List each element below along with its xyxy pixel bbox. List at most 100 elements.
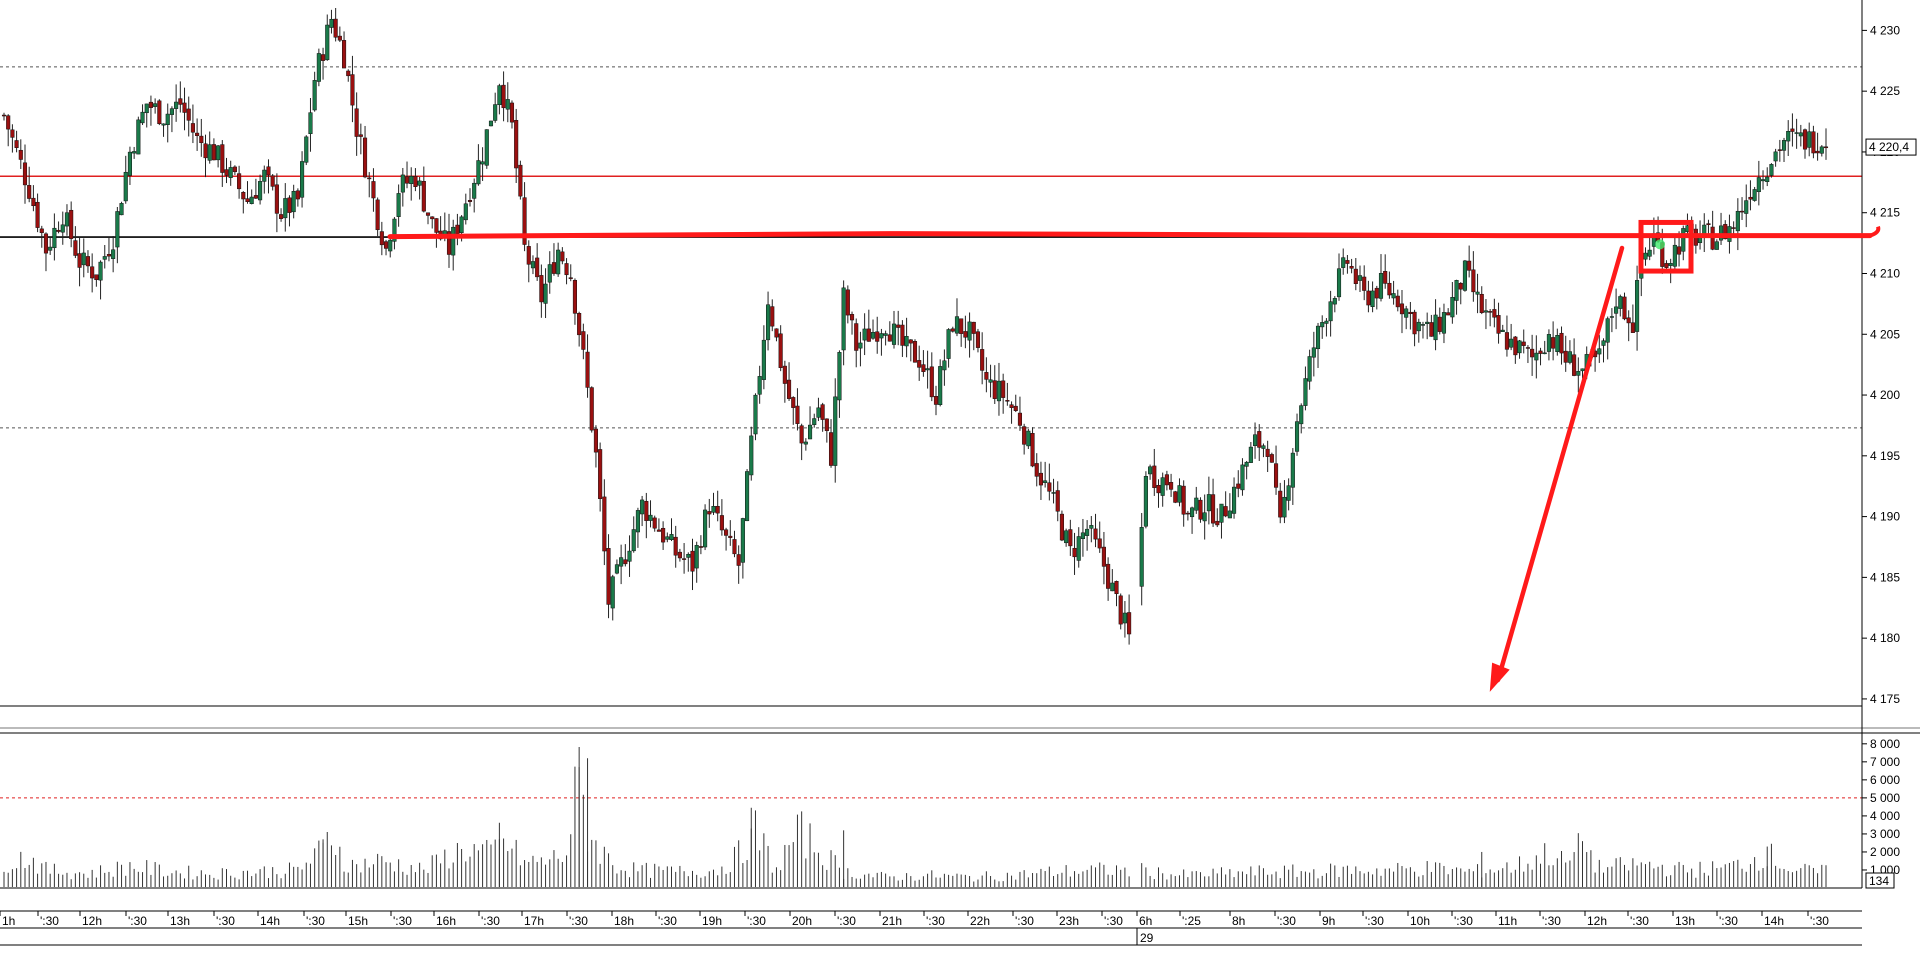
candle[interactable] — [1525, 345, 1530, 364]
candle[interactable] — [111, 235, 116, 273]
candle[interactable] — [803, 438, 808, 451]
candle[interactable] — [807, 406, 813, 440]
candle[interactable] — [1626, 310, 1631, 342]
candle[interactable] — [1370, 281, 1375, 313]
candle[interactable] — [1047, 463, 1052, 501]
candle[interactable] — [1546, 329, 1551, 361]
candle[interactable] — [535, 243, 540, 281]
candle[interactable] — [1089, 516, 1094, 543]
candle[interactable] — [879, 328, 884, 356]
candle[interactable] — [1303, 366, 1308, 411]
candle[interactable] — [245, 181, 250, 204]
candle[interactable] — [31, 185, 36, 212]
candle[interactable] — [123, 155, 128, 204]
candle[interactable] — [1748, 180, 1753, 211]
candle[interactable] — [1160, 472, 1165, 507]
candle[interactable] — [1248, 441, 1253, 464]
candle[interactable] — [48, 237, 53, 255]
candle[interactable] — [551, 243, 557, 276]
candle[interactable] — [446, 213, 452, 268]
candle[interactable] — [908, 339, 913, 362]
candle[interactable] — [94, 274, 99, 287]
candle[interactable] — [904, 317, 909, 358]
candle[interactable] — [413, 168, 418, 192]
candle[interactable] — [1122, 601, 1127, 638]
candle[interactable] — [1530, 334, 1535, 376]
candle[interactable] — [81, 238, 86, 278]
candle[interactable] — [711, 492, 716, 515]
candle[interactable] — [841, 280, 846, 366]
candle[interactable] — [589, 386, 594, 433]
candle[interactable] — [984, 357, 989, 393]
candle[interactable] — [1097, 521, 1102, 553]
candle[interactable] — [497, 83, 502, 115]
candle[interactable] — [279, 208, 284, 222]
candle[interactable] — [887, 321, 892, 342]
candle[interactable] — [858, 331, 863, 367]
candle[interactable] — [165, 103, 170, 143]
candle[interactable] — [917, 345, 922, 381]
candle[interactable] — [316, 48, 321, 87]
candle[interactable] — [556, 242, 561, 277]
candle[interactable] — [619, 544, 624, 585]
candle[interactable] — [60, 211, 65, 245]
candle[interactable] — [6, 114, 11, 147]
candle[interactable] — [1496, 302, 1501, 344]
candle[interactable] — [1752, 186, 1757, 202]
candle[interactable] — [354, 92, 359, 156]
candle[interactable] — [232, 165, 237, 175]
candle[interactable] — [1038, 461, 1043, 500]
candle[interactable] — [1017, 396, 1023, 431]
candle[interactable] — [325, 14, 330, 61]
candle[interactable] — [1420, 321, 1426, 339]
candle[interactable] — [1395, 289, 1400, 312]
candle[interactable] — [661, 521, 666, 550]
candle[interactable] — [501, 71, 506, 122]
candle[interactable] — [686, 552, 691, 572]
candle[interactable] — [1605, 316, 1610, 360]
candle[interactable] — [1068, 519, 1073, 556]
candle[interactable] — [1521, 329, 1526, 354]
candle[interactable] — [430, 216, 435, 229]
candle[interactable] — [1232, 477, 1237, 519]
candle[interactable] — [891, 310, 897, 349]
candle[interactable] — [564, 258, 569, 285]
candle[interactable] — [333, 7, 338, 42]
candle[interactable] — [241, 191, 246, 214]
candle[interactable] — [1714, 239, 1719, 250]
candle[interactable] — [677, 548, 682, 562]
candle[interactable] — [421, 166, 426, 213]
candle[interactable] — [476, 144, 481, 186]
candle[interactable] — [1240, 458, 1245, 496]
candle[interactable] — [1756, 160, 1761, 206]
candle[interactable] — [270, 173, 275, 191]
candle[interactable] — [1513, 336, 1518, 364]
candle[interactable] — [1635, 265, 1640, 351]
candle[interactable] — [728, 520, 733, 546]
candle[interactable] — [77, 236, 82, 287]
candle[interactable] — [631, 516, 636, 553]
candle[interactable] — [665, 532, 670, 543]
candle[interactable] — [749, 426, 754, 481]
candle[interactable] — [828, 419, 834, 468]
candle[interactable] — [1085, 520, 1090, 551]
candle[interactable] — [816, 397, 821, 422]
candle[interactable] — [740, 517, 745, 579]
candle[interactable] — [1244, 460, 1249, 480]
candle[interactable] — [568, 264, 573, 282]
candle[interactable] — [799, 423, 804, 461]
candle[interactable] — [1332, 296, 1337, 313]
candle[interactable] — [18, 139, 23, 169]
candle[interactable] — [598, 442, 603, 512]
candle[interactable] — [1534, 335, 1539, 379]
candle[interactable] — [1227, 493, 1232, 519]
candle[interactable] — [1206, 476, 1211, 525]
candle[interactable] — [1664, 260, 1669, 270]
candle[interactable] — [383, 239, 389, 256]
candle[interactable] — [1647, 236, 1652, 261]
candle[interactable] — [791, 396, 796, 425]
candle[interactable] — [778, 325, 783, 372]
candle[interactable] — [1488, 309, 1493, 327]
candle[interactable] — [635, 507, 640, 548]
candle[interactable] — [22, 144, 28, 204]
